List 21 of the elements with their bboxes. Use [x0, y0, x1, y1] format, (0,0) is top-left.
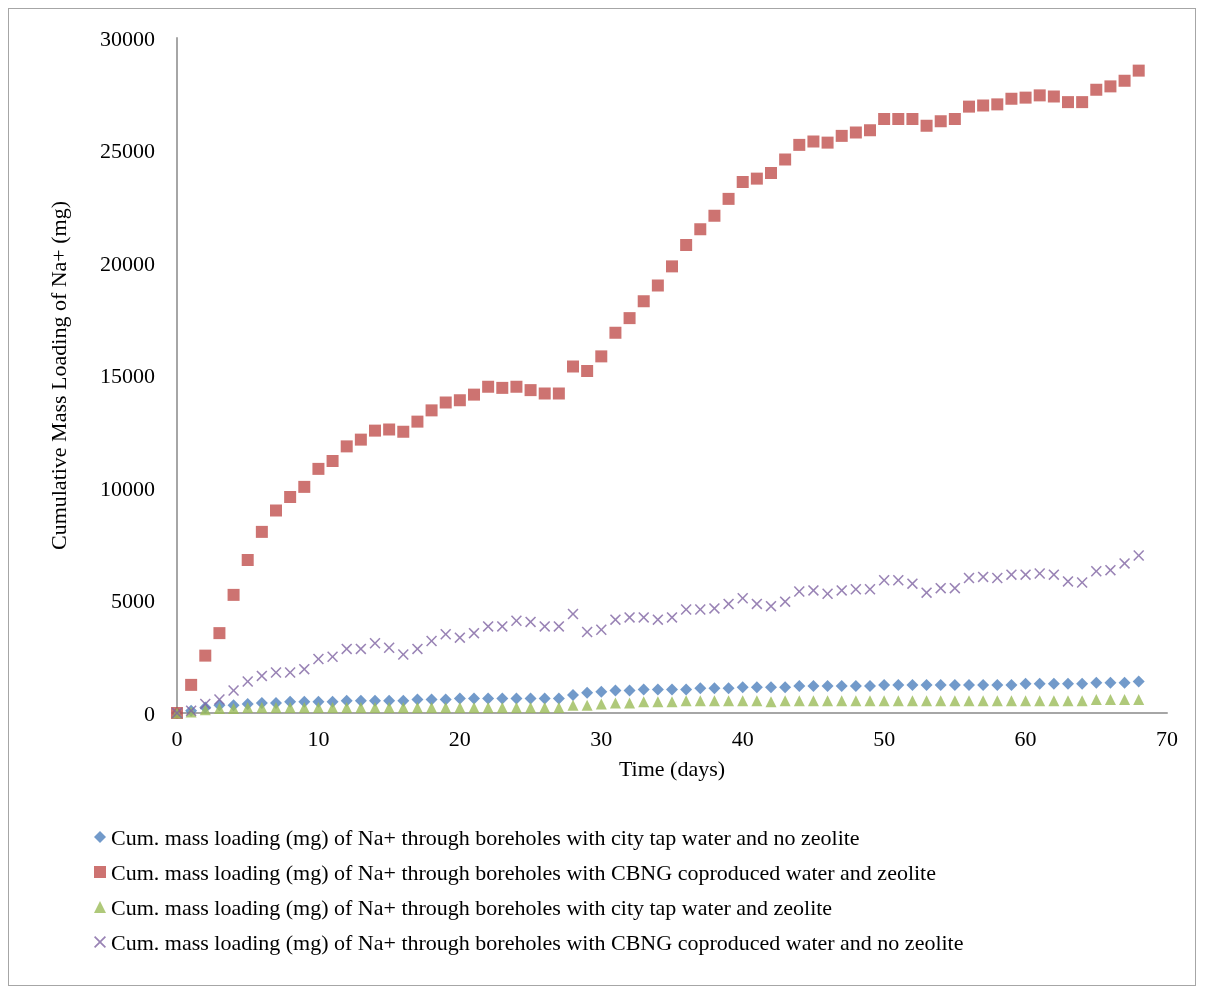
x-tick-label: 10 [307, 725, 330, 751]
y-tick-label: 5000 [111, 588, 155, 613]
legend-label: Cum. mass loading (mg) of Na+ through boreholes with CBNG coproduced water and zeolite [111, 859, 936, 885]
x-tick-label: 60 [1014, 725, 1037, 751]
y-tick-label: 15000 [100, 363, 155, 388]
legend-label: Cum. mass loading (mg) of Na+ through boreholes with city tap water and zeolite [111, 894, 833, 920]
y-tick-label: 0 [144, 700, 155, 726]
legend-label: Cum. mass loading (mg) of Na+ through boreholes with CBNG coproduced water and no zeolite [111, 929, 964, 955]
x-tick-label: 70 [1156, 725, 1178, 751]
x-axis-title: Time (days) [618, 755, 726, 781]
x-tick-label: 0 [171, 725, 183, 751]
y-tick-label: 10000 [100, 475, 155, 501]
x-tick-label: 20 [448, 725, 471, 751]
y-axis-title: Cumulative Mass Loading of Na+ (mg) [45, 200, 71, 551]
x-tick-label: 50 [873, 725, 896, 751]
y-tick-label: 30000 [100, 25, 155, 51]
legend-label: Cum. mass loading (mg) of Na+ through boreholes with city tap water and no zeolite [111, 824, 860, 850]
y-tick-label: 25000 [100, 138, 155, 163]
x-tick-label: 40 [731, 725, 754, 751]
x-tick-label: 30 [590, 725, 613, 751]
y-tick-label: 20000 [100, 250, 155, 276]
